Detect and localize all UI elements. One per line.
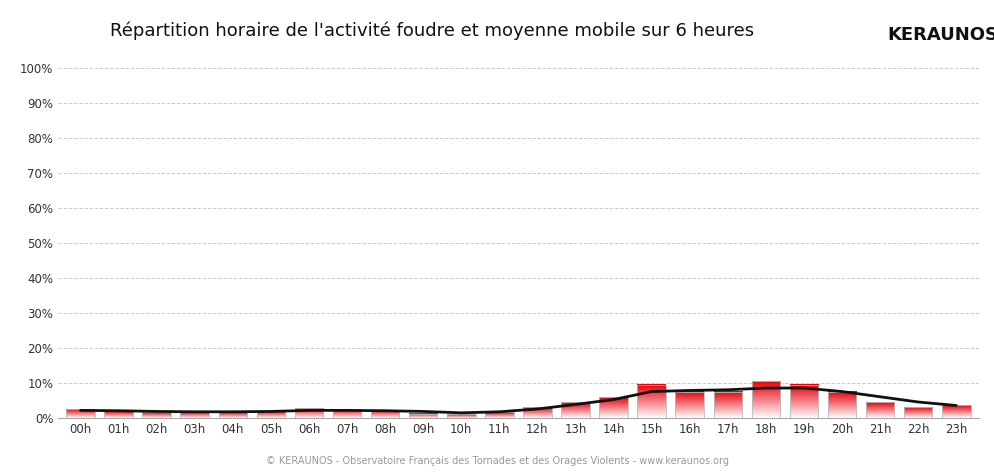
Text: © KERAUNOS - Observatoire Français des Tornades et des Orages Violents - www.ker: © KERAUNOS - Observatoire Français des T… — [265, 456, 729, 466]
Bar — [866, 402, 895, 418]
Text: ⚡: ⚡ — [853, 26, 867, 45]
Bar — [181, 413, 209, 418]
Text: Répartition horaire de l'activité foudre et moyenne mobile sur 6 heures: Répartition horaire de l'activité foudre… — [110, 21, 754, 40]
Bar — [714, 392, 743, 418]
Bar — [828, 392, 856, 418]
Bar — [409, 413, 437, 418]
Bar — [942, 405, 970, 418]
Bar — [294, 408, 323, 418]
Bar — [67, 409, 94, 418]
Text: KERAUNOS: KERAUNOS — [888, 26, 994, 44]
Bar — [485, 413, 514, 418]
Bar — [219, 413, 248, 418]
Bar — [637, 385, 666, 418]
Bar — [523, 407, 552, 418]
Bar — [447, 414, 475, 418]
Bar — [142, 413, 171, 418]
Bar — [904, 407, 932, 418]
Bar — [562, 402, 589, 418]
Bar — [676, 392, 704, 418]
Bar — [333, 409, 361, 418]
Bar — [789, 385, 818, 418]
Bar — [751, 381, 780, 418]
Bar — [599, 397, 628, 418]
Bar — [256, 411, 285, 418]
Bar — [104, 412, 133, 418]
Bar — [371, 410, 400, 418]
